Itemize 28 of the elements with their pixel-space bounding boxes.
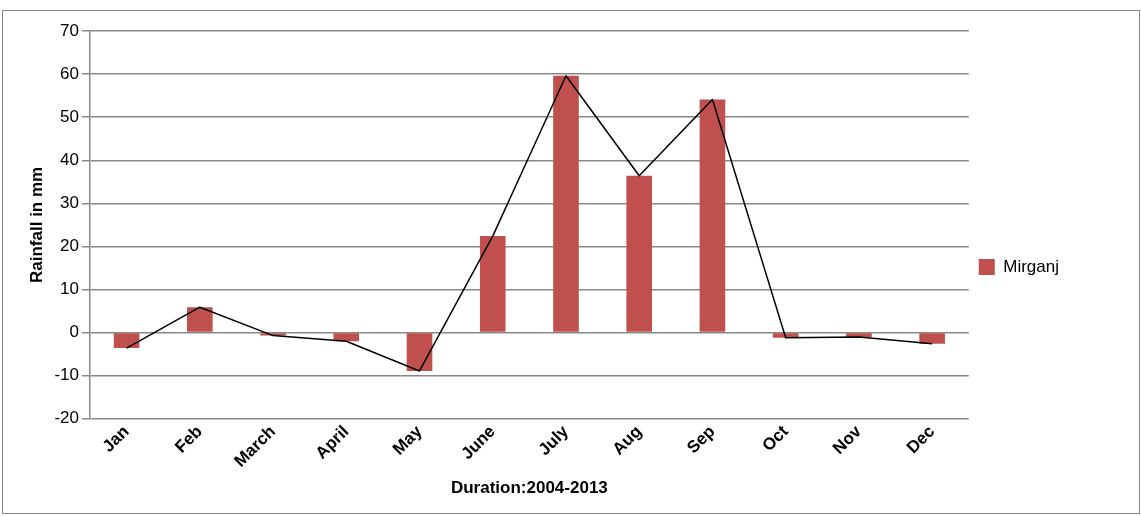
- y-tick-label: 0: [69, 322, 79, 342]
- bar: [699, 99, 726, 332]
- bar: [187, 307, 213, 332]
- y-tick-label: 50: [60, 106, 79, 126]
- x-tick-label: Dec: [902, 421, 939, 458]
- y-tick-label: 10: [60, 279, 79, 299]
- y-tick-label: 40: [60, 149, 79, 169]
- y-tick-label: 60: [60, 63, 79, 83]
- bar: [113, 333, 140, 349]
- y-tick-label: -20: [54, 408, 79, 428]
- y-tick-label: 20: [60, 236, 79, 256]
- x-tick-label: Sep: [683, 421, 719, 458]
- bar: [919, 333, 945, 344]
- bar: [479, 236, 506, 332]
- bar: [333, 333, 360, 342]
- legend-label: Mirganj: [1003, 256, 1060, 276]
- x-tick-label: Nov: [828, 421, 866, 458]
- bar: [406, 333, 433, 371]
- bar: [553, 75, 579, 332]
- bar: [626, 175, 653, 332]
- x-axis-title: Duration:2004-2013: [450, 478, 608, 498]
- y-tick-label: -10: [54, 365, 79, 385]
- y-axis-title: Rainfall in mm: [26, 166, 46, 283]
- x-tick-label: Feb: [171, 421, 206, 457]
- y-tick-label: 30: [60, 193, 79, 213]
- x-tick-label: Oct: [758, 421, 793, 456]
- y-tick-label: 70: [60, 20, 79, 40]
- x-tick-label: Jan: [98, 421, 133, 456]
